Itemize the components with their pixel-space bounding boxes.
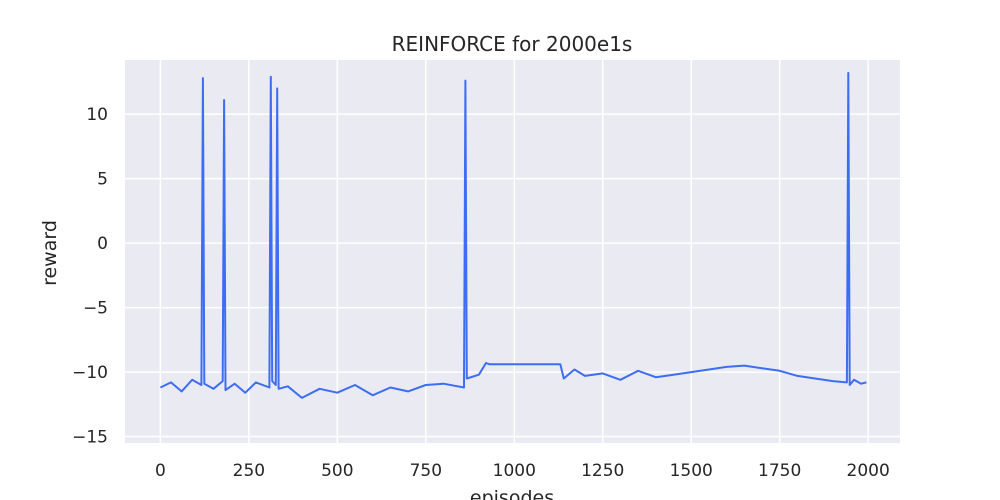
x-tick-label: 750 xyxy=(410,461,442,481)
x-axis-label: episodes xyxy=(470,487,554,500)
y-tick-label: −5 xyxy=(83,299,108,319)
x-tick-label: 0 xyxy=(155,461,166,481)
x-tick-label: 1000 xyxy=(493,461,536,481)
y-tick-label: −15 xyxy=(72,428,108,448)
x-tick-label: 500 xyxy=(321,461,353,481)
plot-area xyxy=(125,60,900,443)
y-tick-label: −10 xyxy=(72,363,108,383)
y-axis-label: reward xyxy=(39,220,61,286)
x-tick-label: 1750 xyxy=(758,461,801,481)
y-tick-label: 0 xyxy=(97,234,108,254)
chart-title: REINFORCE for 2000e1s xyxy=(392,32,633,56)
x-gridlines xyxy=(159,60,869,443)
series-line xyxy=(159,71,867,399)
y-tick-label: 10 xyxy=(86,105,108,125)
y-gridlines xyxy=(125,113,900,438)
y-tick-label: 5 xyxy=(97,170,108,190)
series-layer xyxy=(159,71,867,399)
x-tick-labels: 0 250 500 750 1000 1250 1500 1750 2000 xyxy=(155,461,890,481)
x-tick-label: 1250 xyxy=(581,461,624,481)
x-tick-label: 250 xyxy=(233,461,265,481)
y-tick-labels: −15 −10 −5 0 5 10 xyxy=(72,105,108,447)
x-tick-label: 1500 xyxy=(670,461,713,481)
x-tick-label: 2000 xyxy=(847,461,890,481)
